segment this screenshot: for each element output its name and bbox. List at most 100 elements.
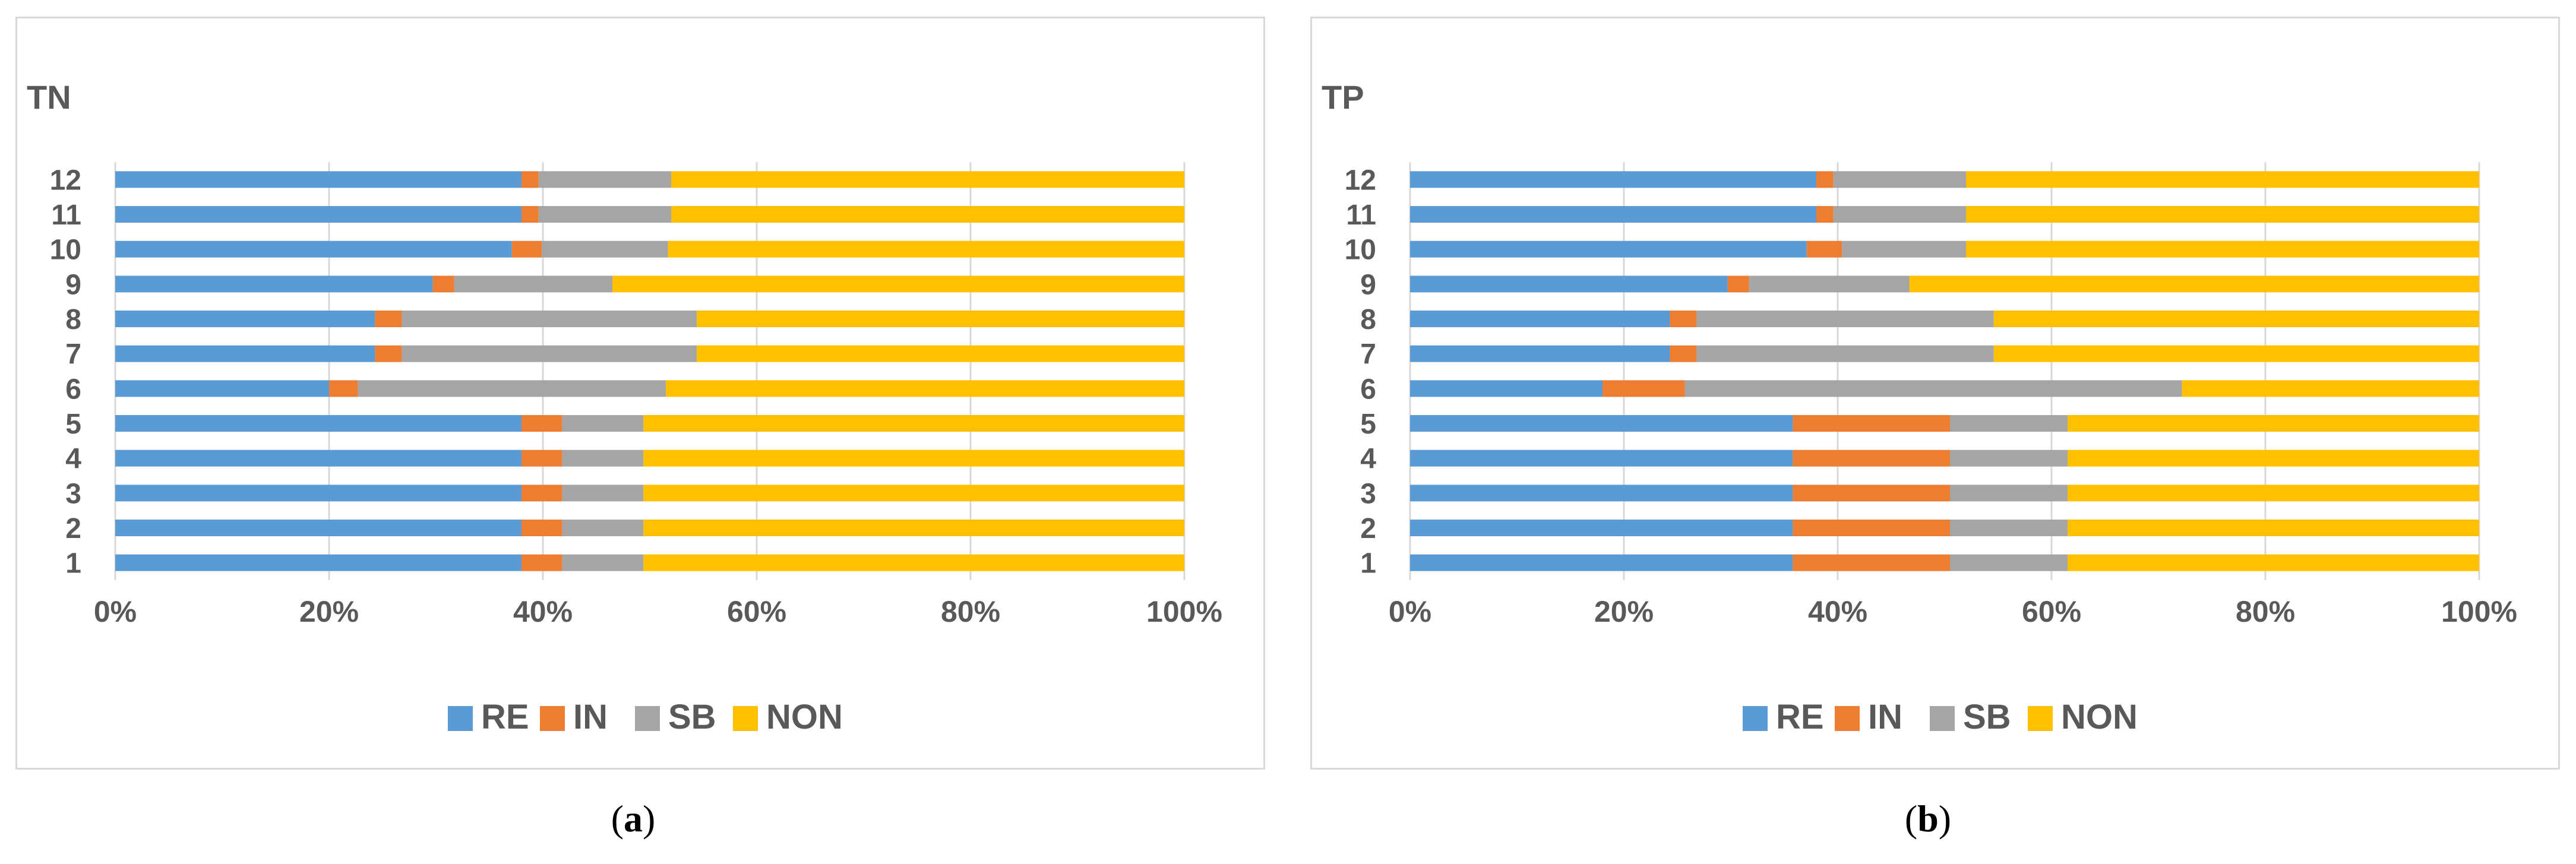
bar-sb xyxy=(562,415,644,432)
bar-sb xyxy=(562,520,644,536)
bar-re xyxy=(1410,450,1793,467)
bar-non xyxy=(2182,380,2479,397)
bar-re xyxy=(115,450,521,467)
bar-sb xyxy=(454,276,612,293)
category-label: 1 xyxy=(65,548,81,580)
category-label: 12 xyxy=(50,164,81,196)
chart-title: TN xyxy=(27,78,71,116)
category-label: 8 xyxy=(65,304,81,336)
bar-sb xyxy=(1696,311,1994,327)
category-label: 2 xyxy=(1360,513,1376,545)
legend-swatch-re xyxy=(1743,706,1768,731)
bar-sb xyxy=(542,240,668,258)
bar-non xyxy=(1909,276,2479,293)
bar-non xyxy=(697,345,1184,362)
category-label: 7 xyxy=(1360,339,1376,371)
bar-sb xyxy=(1684,380,2182,397)
category-label: 10 xyxy=(50,235,81,266)
bar-in xyxy=(375,345,402,362)
bar-sb xyxy=(402,311,697,327)
bar-sb xyxy=(562,450,644,467)
bar-re xyxy=(115,415,521,432)
bar-in xyxy=(521,485,562,502)
category-label: 9 xyxy=(65,269,81,300)
category-label: 9 xyxy=(1360,269,1376,300)
legend-label-sb: SB xyxy=(1963,698,2011,736)
bar-re xyxy=(1410,311,1670,327)
category-label: 7 xyxy=(65,339,81,371)
bar-re xyxy=(115,520,521,536)
bar-re xyxy=(115,311,375,327)
legend-swatch-in xyxy=(1835,706,1860,731)
bar-re xyxy=(1410,415,1793,432)
bar-in xyxy=(521,171,539,188)
bar-in xyxy=(521,554,562,571)
chart-panel-tp: TP 0% 20% 40% 60% 80% 100% 1 2 3 4 5 6 7 8 9 10 11 12 RE IN S… xyxy=(1310,17,2560,770)
legend-label-in: IN xyxy=(573,698,608,736)
bar-re xyxy=(115,206,521,223)
bar-in xyxy=(1603,380,1685,397)
legend-swatch-non xyxy=(733,706,758,731)
category-label: 3 xyxy=(65,478,81,509)
bar-in xyxy=(1727,276,1749,293)
x-tick-label: 40% xyxy=(513,595,573,628)
bar-re xyxy=(1410,276,1728,293)
bar-re xyxy=(1410,240,1807,258)
bar-re xyxy=(115,240,512,258)
bar-in xyxy=(1670,345,1697,362)
bar-in xyxy=(432,276,454,293)
caption-b: (b) xyxy=(1904,797,1952,840)
x-tick-label: 20% xyxy=(1594,595,1654,628)
bar-non xyxy=(612,276,1184,293)
bar-sb xyxy=(538,171,671,188)
category-label: 1 xyxy=(1360,548,1376,580)
bar-in xyxy=(511,240,542,258)
legend-label-sb: SB xyxy=(668,698,716,736)
bar-non xyxy=(2068,554,2479,571)
bar-re xyxy=(1410,380,1603,397)
bar-in xyxy=(1816,206,1834,223)
bar-in xyxy=(1670,311,1697,327)
legend-swatch-sb xyxy=(1930,706,1955,731)
legend-swatch-sb xyxy=(635,706,660,731)
bar-non xyxy=(643,450,1184,467)
bar-sb xyxy=(1950,415,2068,432)
bar-re xyxy=(1410,554,1793,571)
bar-in xyxy=(521,450,562,467)
bar-in xyxy=(1793,485,1950,502)
bar-non xyxy=(668,240,1184,258)
category-label: 4 xyxy=(1360,444,1376,475)
legend-label-in: IN xyxy=(1868,698,1902,736)
bar-non xyxy=(671,171,1184,188)
x-tick-label: 0% xyxy=(94,595,137,628)
bar-sb xyxy=(562,554,644,571)
category-label: 10 xyxy=(1345,235,1376,266)
legend-swatch-non xyxy=(2028,706,2053,731)
x-tick-label: 60% xyxy=(2022,595,2081,628)
x-tick-label: 100% xyxy=(1146,595,1222,628)
bar-non xyxy=(1966,206,2479,223)
legend-label-non: NON xyxy=(766,698,843,736)
bar-in xyxy=(521,520,562,536)
category-label: 11 xyxy=(51,200,81,231)
bar-sb xyxy=(358,380,666,397)
x-tick-label: 80% xyxy=(941,595,1000,628)
bar-sb xyxy=(538,206,671,223)
x-tick-label: 100% xyxy=(2441,595,2517,628)
x-tick-label: 60% xyxy=(727,595,786,628)
bar-sb xyxy=(1833,171,1966,188)
category-label: 5 xyxy=(65,409,81,440)
bar-non xyxy=(2068,415,2479,432)
bar-in xyxy=(1793,554,1950,571)
legend-swatch-in xyxy=(540,706,565,731)
legend-label-non: NON xyxy=(2061,698,2138,736)
bar-non xyxy=(666,380,1184,397)
bar-re xyxy=(115,276,433,293)
bar-non xyxy=(697,311,1184,327)
category-label: 6 xyxy=(1360,374,1376,405)
bar-in xyxy=(1793,520,1950,536)
bar-sb xyxy=(1696,345,1994,362)
caption-a: (a) xyxy=(611,797,656,840)
x-tick-label: 0% xyxy=(1389,595,1431,628)
bar-non xyxy=(1966,240,2479,258)
